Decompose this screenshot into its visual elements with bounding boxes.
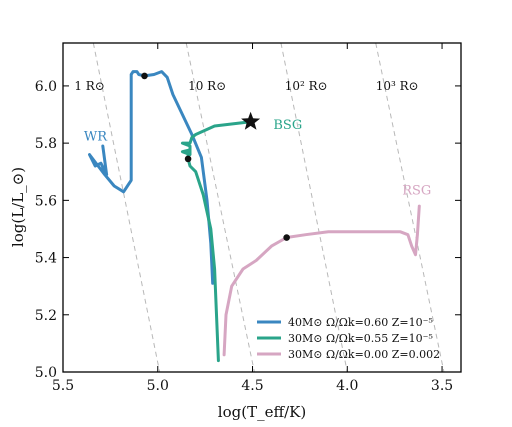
legend-label-1: 30M⊙ Ω/Ωk=0.55 Z=10⁻⁵ [288,332,433,345]
x-tick-label-3: 4.0 [336,378,358,394]
radius-line-2 [280,43,348,372]
series-dot-2 [283,234,290,241]
y-tick-label-3: 5.6 [35,193,57,209]
x-axis-label: log(T_eff/K) [218,403,306,421]
star-marker [241,111,261,130]
axis-ticks: 5.5 5.0 4.5 4.0 3.55.05.25.45.65.86.0 [35,43,461,394]
y-tick-label-5: 6.0 [35,79,57,95]
plot-frame [62,42,462,373]
y-tick-label-2: 5.4 [35,251,57,267]
radius-line-0 [92,43,161,372]
x-tick-label-2: 4.5 [241,378,263,394]
y-axis-label: log(L/L_⊙) [9,167,27,247]
radius-label-2: 10² R⊙ [285,79,328,93]
series-dot-0 [141,72,148,80]
y-tick-label-0: 5.0 [35,365,57,381]
radius-label-0: 1 R⊙ [74,79,105,93]
x-tick-label-1: 5.0 [147,378,169,394]
series-line-1 [180,120,253,363]
markers [141,72,290,241]
radius-label-1: 10 R⊙ [188,79,226,93]
x-tick-label-0: 5.5 [52,378,74,394]
radius-line-1 [185,43,255,372]
series-dot-1 [184,155,192,163]
radius-lines [92,43,445,372]
legend: 40M⊙ Ω/Ωk=0.60 Z=10⁻⁵ 30M⊙ Ω/Ωk=0.55 Z=10… [257,316,440,361]
series-line-2 [222,204,421,357]
series-line-0 [88,70,215,285]
legend-label-2: 30M⊙ Ω/Ωk=0.00 Z=0.002 [288,348,440,361]
series-lines [88,70,421,363]
annotation-rsg: RSG [402,184,431,199]
radius-label-3: 10³ R⊙ [376,79,419,93]
x-tick-label-4: 3.5 [431,378,453,394]
y-tick-label-1: 5.2 [35,308,57,324]
radius-line-3 [375,43,445,372]
annotation-wr: WR [84,129,108,144]
legend-label-0: 40M⊙ Ω/Ωk=0.60 Z=10⁻⁵ [288,316,433,329]
radius-labels: 1 R⊙ 10 R⊙ 10² R⊙ 10³ R⊙ [74,79,418,93]
y-tick-label-4: 5.8 [35,136,57,152]
series-annotations: WR BSG RSG [84,118,431,199]
annotation-bsg: BSG [273,118,302,133]
